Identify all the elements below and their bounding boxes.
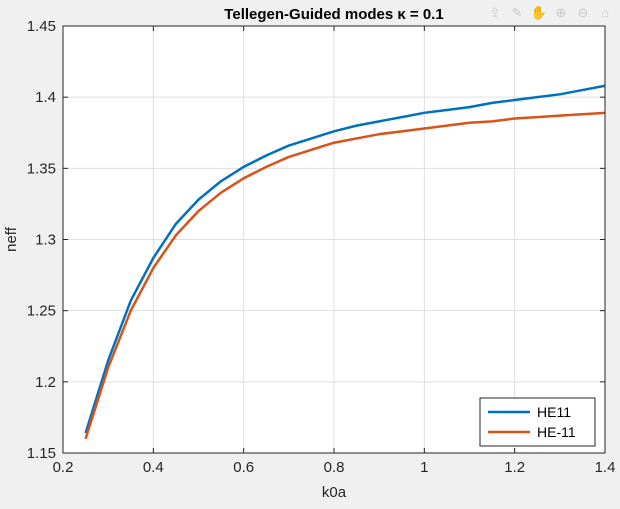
x-axis-label: k0a bbox=[322, 484, 347, 501]
export-icon[interactable]: ⇪ bbox=[489, 5, 501, 20]
x-tick-label: 0.8 bbox=[324, 459, 345, 476]
x-tick-label: 0.2 bbox=[53, 459, 74, 476]
x-axis-ticks: 0.2 0.4 0.6 0.8 1 1.2 1.4 bbox=[53, 26, 616, 476]
y-tick-label: 1.2 bbox=[35, 374, 56, 391]
x-tick-label: 0.4 bbox=[143, 459, 164, 476]
y-axis-ticks: 1.15 1.2 1.25 1.3 1.35 1.4 1.45 bbox=[27, 18, 605, 462]
zoom-in-icon[interactable]: ⊕ bbox=[555, 5, 567, 20]
x-tick-label: 0.6 bbox=[233, 459, 254, 476]
brush-icon[interactable]: ✎ bbox=[511, 5, 523, 20]
legend[interactable]: HE11 HE-11 bbox=[479, 397, 596, 447]
legend-label-0: HE11 bbox=[537, 404, 571, 420]
y-tick-label: 1.4 bbox=[35, 89, 56, 106]
y-tick-label: 1.25 bbox=[27, 303, 56, 320]
series-line-0 bbox=[84, 84, 606, 434]
series-group bbox=[84, 84, 606, 440]
y-tick-label: 1.35 bbox=[27, 160, 56, 177]
chart-title: Tellegen-Guided modes κ = 0.1 bbox=[224, 6, 443, 23]
y-tick-label: 1.3 bbox=[35, 232, 56, 249]
y-axis-label: neff bbox=[3, 226, 20, 252]
legend-label-1: HE-11 bbox=[537, 424, 576, 440]
zoom-out-icon[interactable]: ⊖ bbox=[577, 5, 589, 20]
axes-toolbar: ⇪ ✎ ✋ ⊕ ⊖ ⌂ bbox=[486, 2, 614, 24]
series-line-1 bbox=[84, 111, 606, 440]
x-tick-label: 1.2 bbox=[504, 459, 525, 476]
pan-hand-icon[interactable]: ✋ bbox=[530, 5, 548, 20]
y-tick-label: 1.45 bbox=[27, 18, 56, 35]
legend-box bbox=[479, 397, 596, 447]
y-tick-label: 1.15 bbox=[27, 445, 56, 462]
home-icon[interactable]: ⌂ bbox=[601, 5, 609, 20]
x-tick-label: 1.4 bbox=[595, 459, 616, 476]
x-tick-label: 1 bbox=[420, 459, 428, 476]
